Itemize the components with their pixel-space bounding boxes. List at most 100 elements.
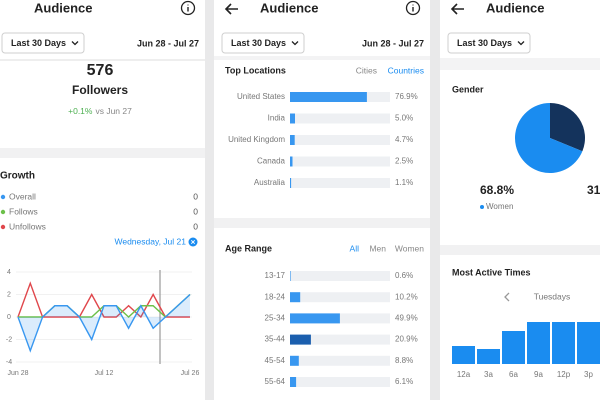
- bar: [452, 346, 475, 364]
- filter-chevron: [517, 41, 525, 46]
- row-name: United States: [237, 92, 285, 101]
- bar: [290, 92, 367, 102]
- row-name: 25-34: [265, 314, 286, 323]
- screen-bg: [0, 0, 205, 400]
- row-value: 10.2%: [395, 292, 418, 301]
- filter-label: Last 30 Days: [231, 38, 286, 48]
- tab[interactable]: Women: [395, 243, 424, 253]
- legend-dot: [0, 194, 6, 200]
- follower-count: 576: [87, 62, 114, 79]
- date-range: Jun 28 - Jul 27: [137, 38, 199, 48]
- tab[interactable]: Cities: [356, 65, 377, 75]
- row-value: 2.5%: [395, 157, 413, 166]
- bar-track: [290, 178, 390, 188]
- bar-track: [290, 292, 390, 303]
- tab[interactable]: All: [350, 243, 360, 253]
- prev-day[interactable]: [504, 292, 510, 302]
- legend-dot: [0, 224, 6, 230]
- row-value: 1.1%: [395, 178, 413, 187]
- bar-track: [290, 313, 390, 324]
- legend-value: 0: [193, 221, 198, 231]
- bar: [290, 355, 299, 366]
- bar: [290, 292, 301, 303]
- row-value: 8.8%: [395, 356, 413, 365]
- section-gap: [0, 148, 205, 158]
- row-name: 45-54: [265, 356, 286, 365]
- change-note: vs Jun 27: [95, 106, 132, 116]
- filter-button[interactable]: [1, 32, 85, 54]
- y-tick-label: 2: [7, 291, 11, 298]
- row-name: 18-24: [265, 292, 286, 301]
- y-tick-label: -4: [6, 359, 12, 366]
- bar: [552, 322, 575, 364]
- overall-area: [18, 294, 190, 351]
- section-gap: [214, 218, 430, 228]
- row-name: United Kingdom: [228, 135, 285, 144]
- x-tick-label: 12a: [457, 370, 471, 379]
- row-name: Australia: [254, 178, 286, 187]
- series-line: [17, 281, 190, 319]
- info-icon[interactable]: [180, 0, 196, 16]
- bar-track: [290, 156, 390, 167]
- x-tick-label: 6a: [509, 370, 518, 379]
- bar-track: [290, 135, 390, 145]
- legend-value: 0: [193, 206, 198, 216]
- follower-label: Followers: [72, 83, 128, 97]
- filter-label: Last 30 Days: [457, 38, 512, 48]
- series-line: [17, 293, 191, 353]
- y-tick-label: 4: [7, 269, 11, 276]
- x-tick-label: 9a: [534, 370, 543, 379]
- y-tick-label: -2: [6, 336, 12, 343]
- growth-title: Growth: [0, 171, 35, 182]
- row-name: 35-44: [265, 335, 286, 344]
- row-value: 6.1%: [395, 377, 413, 386]
- bar: [290, 156, 293, 167]
- bar: [290, 377, 297, 387]
- legend-name: Follows: [9, 206, 38, 216]
- tab[interactable]: Men: [369, 243, 386, 253]
- bar: [290, 271, 291, 281]
- x-tick-label: 3a: [484, 370, 493, 379]
- x-tick-label: Jul 12: [95, 370, 114, 377]
- date-range: Jun 28 - Jul 27: [362, 38, 424, 48]
- row-value: 20.9%: [395, 335, 418, 344]
- tab[interactable]: Countries: [388, 65, 424, 75]
- bar: [290, 135, 295, 145]
- bar: [290, 313, 340, 324]
- filter-button[interactable]: [221, 32, 305, 54]
- y-tick-label: 0: [7, 314, 11, 321]
- filter-chevron: [71, 41, 79, 46]
- bar-track: [290, 355, 390, 366]
- selected-date[interactable]: Wednesday, Jul 21: [114, 236, 186, 246]
- section-gap: [440, 245, 600, 255]
- filter-button[interactable]: [447, 32, 531, 54]
- section-title: Age Range: [225, 243, 272, 253]
- screen-growth: Audience Last 30 Days Jun 28 - Jul 27 576 Fo…: [0, 0, 205, 400]
- legend-dot: [480, 205, 484, 209]
- pie-slice: [550, 103, 585, 152]
- screen-gender: Audience Last 30 Days Gender 68.8% Women 31.2…: [440, 0, 600, 400]
- header-title: Audience: [260, 0, 319, 15]
- info-icon[interactable]: [405, 0, 421, 16]
- x-tick-label: Jun 28: [7, 370, 28, 377]
- section-title: Top Locations: [225, 65, 286, 75]
- back-arrow[interactable]: [450, 3, 464, 15]
- bar: [290, 178, 292, 188]
- pie-label: 68.8%: [480, 183, 514, 197]
- row-value: 49.9%: [395, 314, 418, 323]
- legend-name: Unfollows: [9, 221, 46, 231]
- row-name: 55-64: [265, 377, 286, 386]
- bar: [290, 113, 295, 124]
- bar: [477, 349, 500, 364]
- row-value: 5.0%: [395, 114, 413, 123]
- bar-track: [290, 334, 390, 345]
- bar-track: [290, 113, 390, 124]
- row-value: 4.7%: [395, 135, 413, 144]
- row-name: Canada: [257, 157, 286, 166]
- filter-chevron: [291, 41, 299, 46]
- back-arrow[interactable]: [224, 3, 238, 15]
- screen-bg: [214, 0, 430, 400]
- row-value: 76.9%: [395, 92, 418, 101]
- section-title: Most Active Times: [452, 267, 531, 277]
